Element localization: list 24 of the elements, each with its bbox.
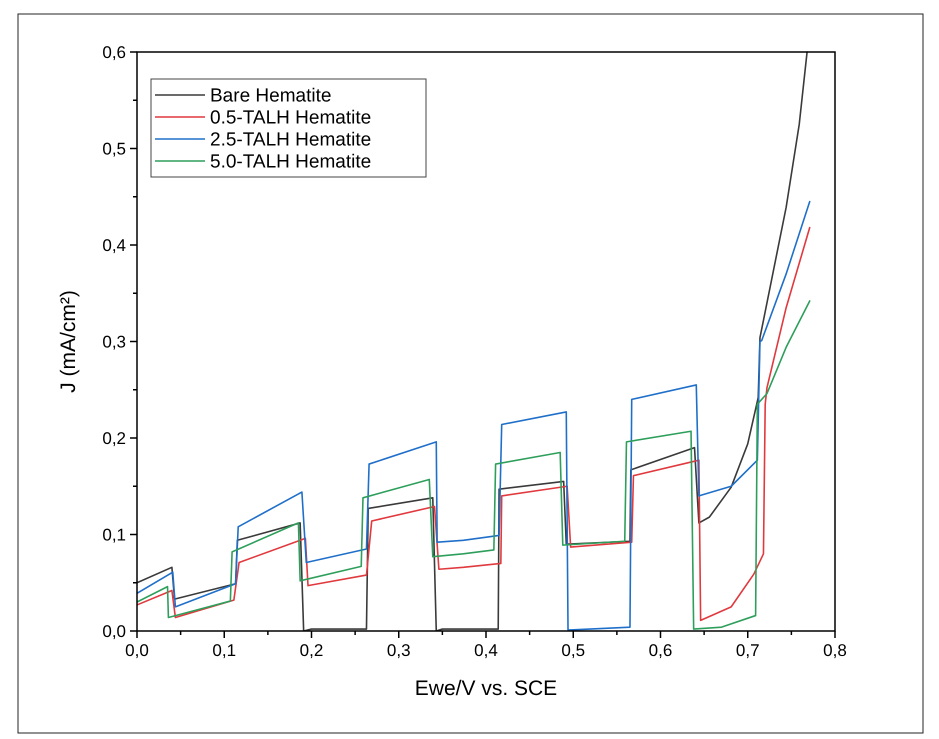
x-tick-label: 0,8 [823, 641, 847, 660]
y-tick-label: 0,2 [102, 428, 126, 448]
x-tick-label: 0,2 [300, 641, 324, 660]
x-axis-title: Ewe/V vs. SCE [414, 677, 558, 700]
y-tick-label: 0,1 [102, 525, 126, 544]
legend-label: 2.5-TALH Hematite [210, 130, 372, 151]
line-series [137, 300, 810, 630]
legend-label: Bare Hematite [210, 86, 332, 107]
x-tick-label: 0,1 [212, 641, 236, 660]
x-tick-label: 0,5 [561, 641, 586, 660]
y-tick-label: 0,4 [102, 236, 126, 255]
y-axis-title: J (mA/cm²) [57, 290, 80, 393]
x-tick-label: 0,7 [736, 641, 760, 660]
x-tick-label: 0,6 [648, 641, 672, 660]
line-series [137, 51, 808, 631]
y-tick-label: 0,0 [102, 622, 126, 641]
legend-label: 5.0-TALH Hematite [210, 152, 372, 173]
x-tick-label: 0,4 [474, 641, 498, 660]
y-tick-label: 0,5 [102, 139, 126, 158]
y-tick-label: 0,6 [102, 42, 126, 62]
legend-label: 0.5-TALH Hematite [210, 108, 372, 129]
x-tick-label: 0,0 [125, 641, 149, 660]
x-tick-label: 0,3 [386, 641, 411, 660]
y-tick-label: 0,3 [102, 332, 126, 352]
